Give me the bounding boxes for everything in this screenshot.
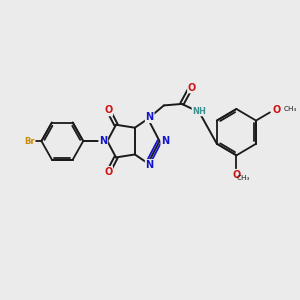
Text: O: O [232,170,241,180]
Text: O: O [188,82,196,93]
Text: CH₃: CH₃ [284,106,297,112]
Text: NH: NH [192,106,206,116]
Text: N: N [99,136,107,146]
Text: N: N [161,136,169,146]
Text: CH₃: CH₃ [236,175,250,181]
Text: N: N [146,160,154,170]
Text: O: O [104,167,112,177]
Text: Br: Br [24,136,34,146]
Text: O: O [272,105,280,115]
Text: O: O [104,106,112,116]
Text: N: N [146,112,154,122]
